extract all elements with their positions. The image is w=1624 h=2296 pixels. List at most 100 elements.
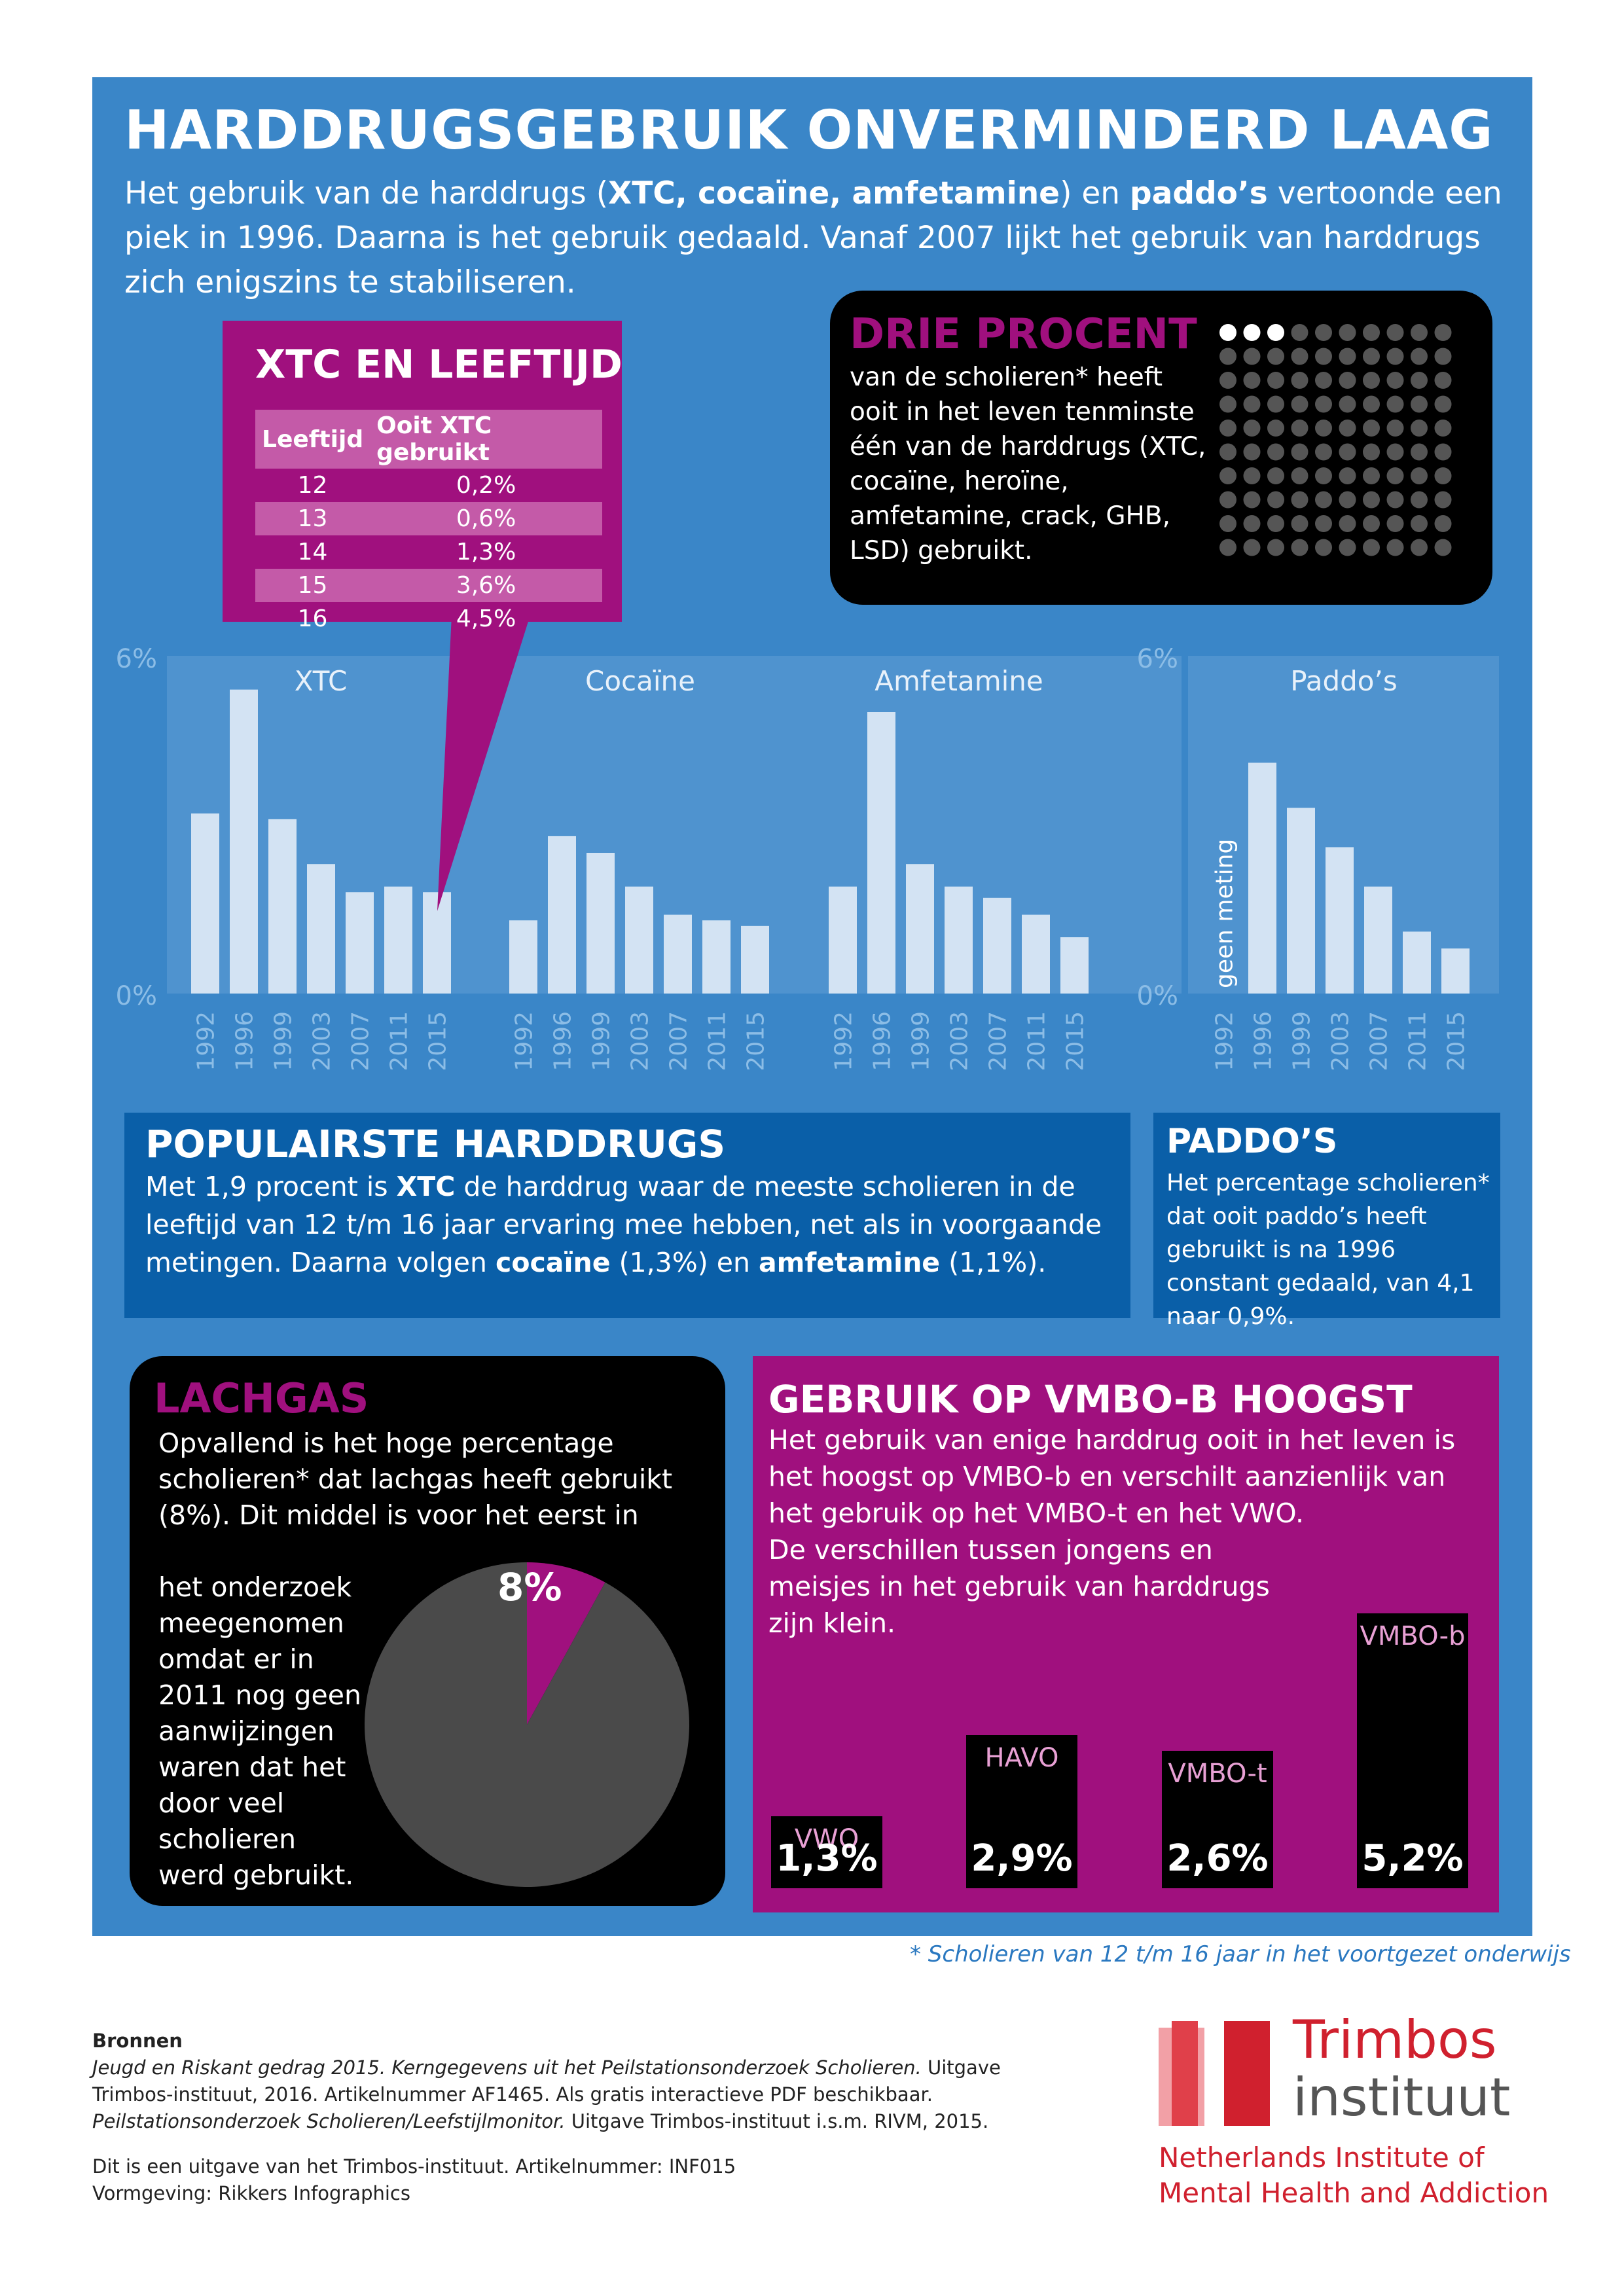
year-label: 2007 [985, 1011, 1012, 1071]
dot [1411, 491, 1428, 509]
dot [1315, 515, 1332, 532]
dot [1363, 515, 1380, 532]
value-cell: 0,6% [370, 502, 602, 535]
vmbo-category-label: VMBO-b [1360, 1621, 1466, 1651]
year-label: 2007 [666, 1011, 693, 1071]
dot [1219, 443, 1236, 461]
bar [268, 819, 297, 994]
vmbo-bar [1162, 1751, 1273, 1888]
col-val-header: Ooit XTC gebruikt [370, 410, 602, 469]
dot [1315, 372, 1332, 389]
bar [384, 886, 412, 994]
dot [1315, 348, 1332, 365]
footnote: * Scholieren van 12 t/m 16 jaar in het v… [910, 1941, 1571, 1967]
dot [1267, 420, 1284, 437]
bar [1441, 948, 1470, 994]
dot [1267, 491, 1284, 509]
dot [1363, 395, 1380, 413]
year-label: 1996 [1250, 1011, 1277, 1071]
dot [1411, 395, 1428, 413]
year-label: 1992 [511, 1011, 538, 1071]
bar [664, 914, 692, 994]
colophon-line-2: Vormgeving: Rikkers Infographics [92, 2182, 410, 2204]
dot [1243, 324, 1261, 341]
dot [1434, 539, 1452, 556]
dot [1434, 372, 1452, 389]
value-cell: 3,6% [370, 569, 602, 602]
dot [1219, 515, 1236, 532]
year-label: 1999 [1289, 1011, 1316, 1071]
bar [307, 864, 335, 994]
dot [1411, 467, 1428, 484]
dot [1267, 467, 1284, 484]
value-cell: 0,2% [456, 472, 516, 499]
dot [1363, 443, 1380, 461]
bar [191, 813, 219, 994]
source-2: Peilstationsonderzoek Scholieren/Leefsti… [92, 2110, 989, 2132]
dot [1243, 467, 1261, 484]
drie-procent-text: van de scholieren* heeft ooit in het lev… [850, 363, 1206, 565]
dot [1219, 324, 1236, 341]
dot [1315, 420, 1332, 437]
logo-subtitle-1: Netherlands Institute of [1159, 2142, 1485, 2174]
vmbo-bar [966, 1734, 1077, 1888]
vmbo-value-label: 1,3% [776, 1837, 878, 1880]
table-row: 13 0,6% [255, 502, 602, 535]
year-label: 2015 [1443, 1011, 1470, 1071]
age-cell: 14 [297, 539, 328, 565]
pie-label: 8% [497, 1565, 562, 1609]
dot [1339, 372, 1356, 389]
year-label: 1996 [550, 1011, 577, 1071]
year-label: 1999 [908, 1011, 935, 1071]
dot [1434, 515, 1452, 532]
vmbo-text-2: De verschillen tussen jongens en meisjes… [768, 1534, 1270, 1639]
dot [1363, 372, 1380, 389]
paddos-text: Het percentage scholieren* dat ooit padd… [1166, 1170, 1490, 1330]
dot [1411, 420, 1428, 437]
dot [1386, 395, 1404, 413]
logo-name-2: instituut [1293, 2067, 1511, 2128]
value-cell: 4,5% [456, 605, 516, 632]
bar [1060, 937, 1089, 994]
vmbo-category-label: VWO [794, 1824, 859, 1854]
group-label: XTC [295, 665, 348, 697]
dot [1267, 395, 1284, 413]
bar [906, 864, 934, 994]
table-row: 14 1,3% [255, 535, 602, 569]
paddos-y-tick-min: 0% [1137, 981, 1178, 1011]
drie-procent-box [830, 291, 1492, 605]
table-header-row: Leeftijd Ooit XTC gebruikt [255, 410, 602, 469]
age-cell: 15 [255, 569, 370, 602]
year-label: 2011 [1024, 1011, 1051, 1071]
intro-text: Het gebruik van de harddrugs (XTC, cocaï… [124, 175, 1502, 300]
dot [1219, 467, 1236, 484]
year-label: 1992 [193, 1011, 220, 1071]
dot [1291, 515, 1308, 532]
bar [230, 689, 258, 994]
bar [983, 897, 1011, 994]
drie-procent-title: DRIE PROCENT [850, 310, 1197, 359]
bar [1248, 762, 1276, 994]
pie-slice [527, 1562, 605, 1725]
dot [1363, 539, 1380, 556]
year-label: 1992 [1212, 1011, 1238, 1071]
year-label: 2003 [309, 1011, 336, 1071]
bar [1287, 808, 1315, 994]
dot [1339, 515, 1356, 532]
logo-subtitle-2: Mental Health and Addiction [1159, 2177, 1549, 2209]
year-label: 1996 [232, 1011, 259, 1071]
col-age-header: Leeftijd [255, 410, 370, 469]
bar [945, 886, 973, 994]
dot [1291, 491, 1308, 509]
dot [1434, 420, 1452, 437]
dot [1243, 420, 1261, 437]
xtc-leeftijd-title: XTC EN LEEFTIJD [255, 342, 623, 387]
dot [1386, 420, 1404, 437]
dot [1315, 324, 1332, 341]
dot [1243, 515, 1261, 532]
year-label: 2003 [627, 1011, 654, 1071]
age-cell: 16 [297, 605, 328, 632]
dot [1219, 539, 1236, 556]
vmbo-bar [1357, 1613, 1468, 1888]
year-label: 2011 [386, 1011, 413, 1071]
